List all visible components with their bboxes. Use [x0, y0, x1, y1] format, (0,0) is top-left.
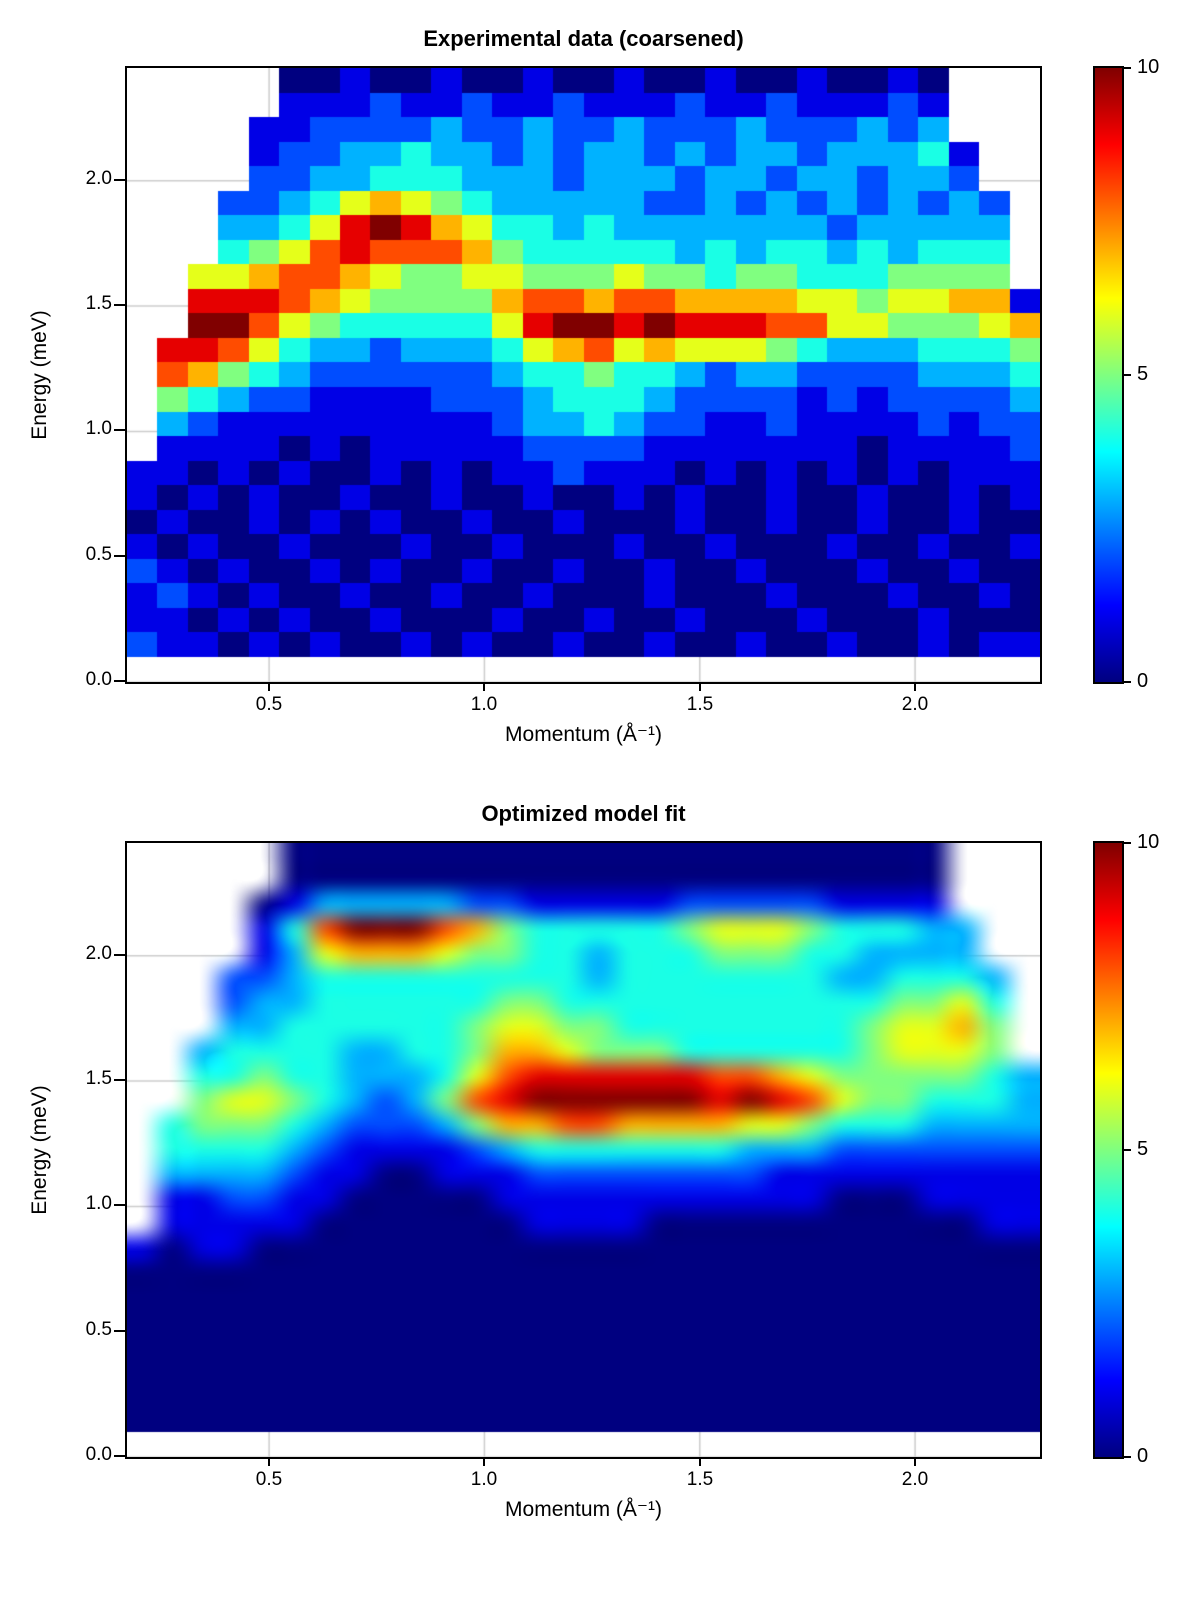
x-tick-label: 1.0: [470, 694, 498, 715]
y-tick-mark: [114, 179, 125, 181]
y-tick-label: 2.0: [85, 943, 112, 964]
model-heatmap-plot: [125, 841, 1042, 1459]
y-tick-mark: [114, 1330, 125, 1332]
colorbar-tick-label: 10: [1137, 56, 1160, 78]
colorbar-tick-mark: [1122, 1149, 1131, 1151]
y-tick-label: 0.5: [85, 1319, 112, 1340]
y-axis-label: Energy (meV): [28, 1085, 51, 1215]
x-tick-label: 1.0: [470, 1469, 498, 1490]
colorbar-tick-label: 5: [1137, 363, 1149, 385]
x-axis-label: Momentum (Å⁻¹): [505, 723, 662, 746]
y-tick-label: 0.0: [85, 1444, 112, 1465]
colorbar-tick-mark: [1122, 842, 1131, 844]
x-tick-label: 1.5: [686, 1469, 714, 1490]
y-tick-mark: [114, 304, 125, 306]
x-tick-mark: [268, 1457, 270, 1466]
y-tick-label: 2.0: [85, 168, 112, 189]
y-tick-label: 1.0: [85, 418, 112, 439]
y-tick-mark: [114, 1079, 125, 1081]
colorbar-tick-label: 5: [1137, 1138, 1149, 1160]
x-tick-mark: [699, 1457, 701, 1466]
colorbar-tick-mark: [1122, 1456, 1131, 1458]
experimental-heatmap-plot: [125, 66, 1042, 684]
y-tick-mark: [114, 954, 125, 956]
panel-experimental: Experimental data (coarsened) Energy (me…: [0, 0, 1200, 775]
y-axis-label: Energy (meV): [28, 310, 51, 440]
y-tick-mark: [114, 1204, 125, 1206]
x-tick-mark: [914, 682, 916, 691]
experimental-heatmap-canvas: [127, 68, 1040, 682]
y-tick-mark: [114, 680, 125, 682]
x-tick-label: 0.5: [255, 1469, 283, 1490]
x-tick-mark: [914, 1457, 916, 1466]
colorbar: [1093, 66, 1124, 684]
colorbar-tick-label: 0: [1137, 670, 1149, 692]
x-axis-label: Momentum (Å⁻¹): [505, 1498, 662, 1521]
x-tick-mark: [268, 682, 270, 691]
y-tick-label: 1.0: [85, 1193, 112, 1214]
x-tick-mark: [483, 1457, 485, 1466]
colorbar-tick-mark: [1122, 67, 1131, 69]
y-tick-label: 0.5: [85, 544, 112, 565]
colorbar: [1093, 841, 1124, 1459]
y-tick-mark: [114, 1455, 125, 1457]
colorbar-tick-label: 0: [1137, 1445, 1149, 1467]
x-tick-label: 2.0: [901, 1469, 929, 1490]
chart-title: Experimental data (coarsened): [423, 26, 744, 51]
x-tick-label: 1.5: [686, 694, 714, 715]
x-tick-label: 2.0: [901, 694, 929, 715]
y-tick-label: 0.0: [85, 669, 112, 690]
y-tick-label: 1.5: [85, 293, 112, 314]
colorbar-tick-label: 10: [1137, 831, 1160, 853]
colorbar-tick-mark: [1122, 374, 1131, 376]
y-tick-label: 1.5: [85, 1068, 112, 1089]
x-tick-mark: [699, 682, 701, 691]
y-tick-mark: [114, 555, 125, 557]
y-tick-mark: [114, 429, 125, 431]
x-tick-mark: [483, 682, 485, 691]
model-heatmap-canvas: [127, 843, 1040, 1457]
chart-title: Optimized model fit: [481, 801, 686, 826]
x-tick-label: 0.5: [255, 694, 283, 715]
panel-model-fit: Optimized model fit Energy (meV) 2.0 1.5…: [0, 775, 1200, 1550]
colorbar-tick-mark: [1122, 681, 1131, 683]
